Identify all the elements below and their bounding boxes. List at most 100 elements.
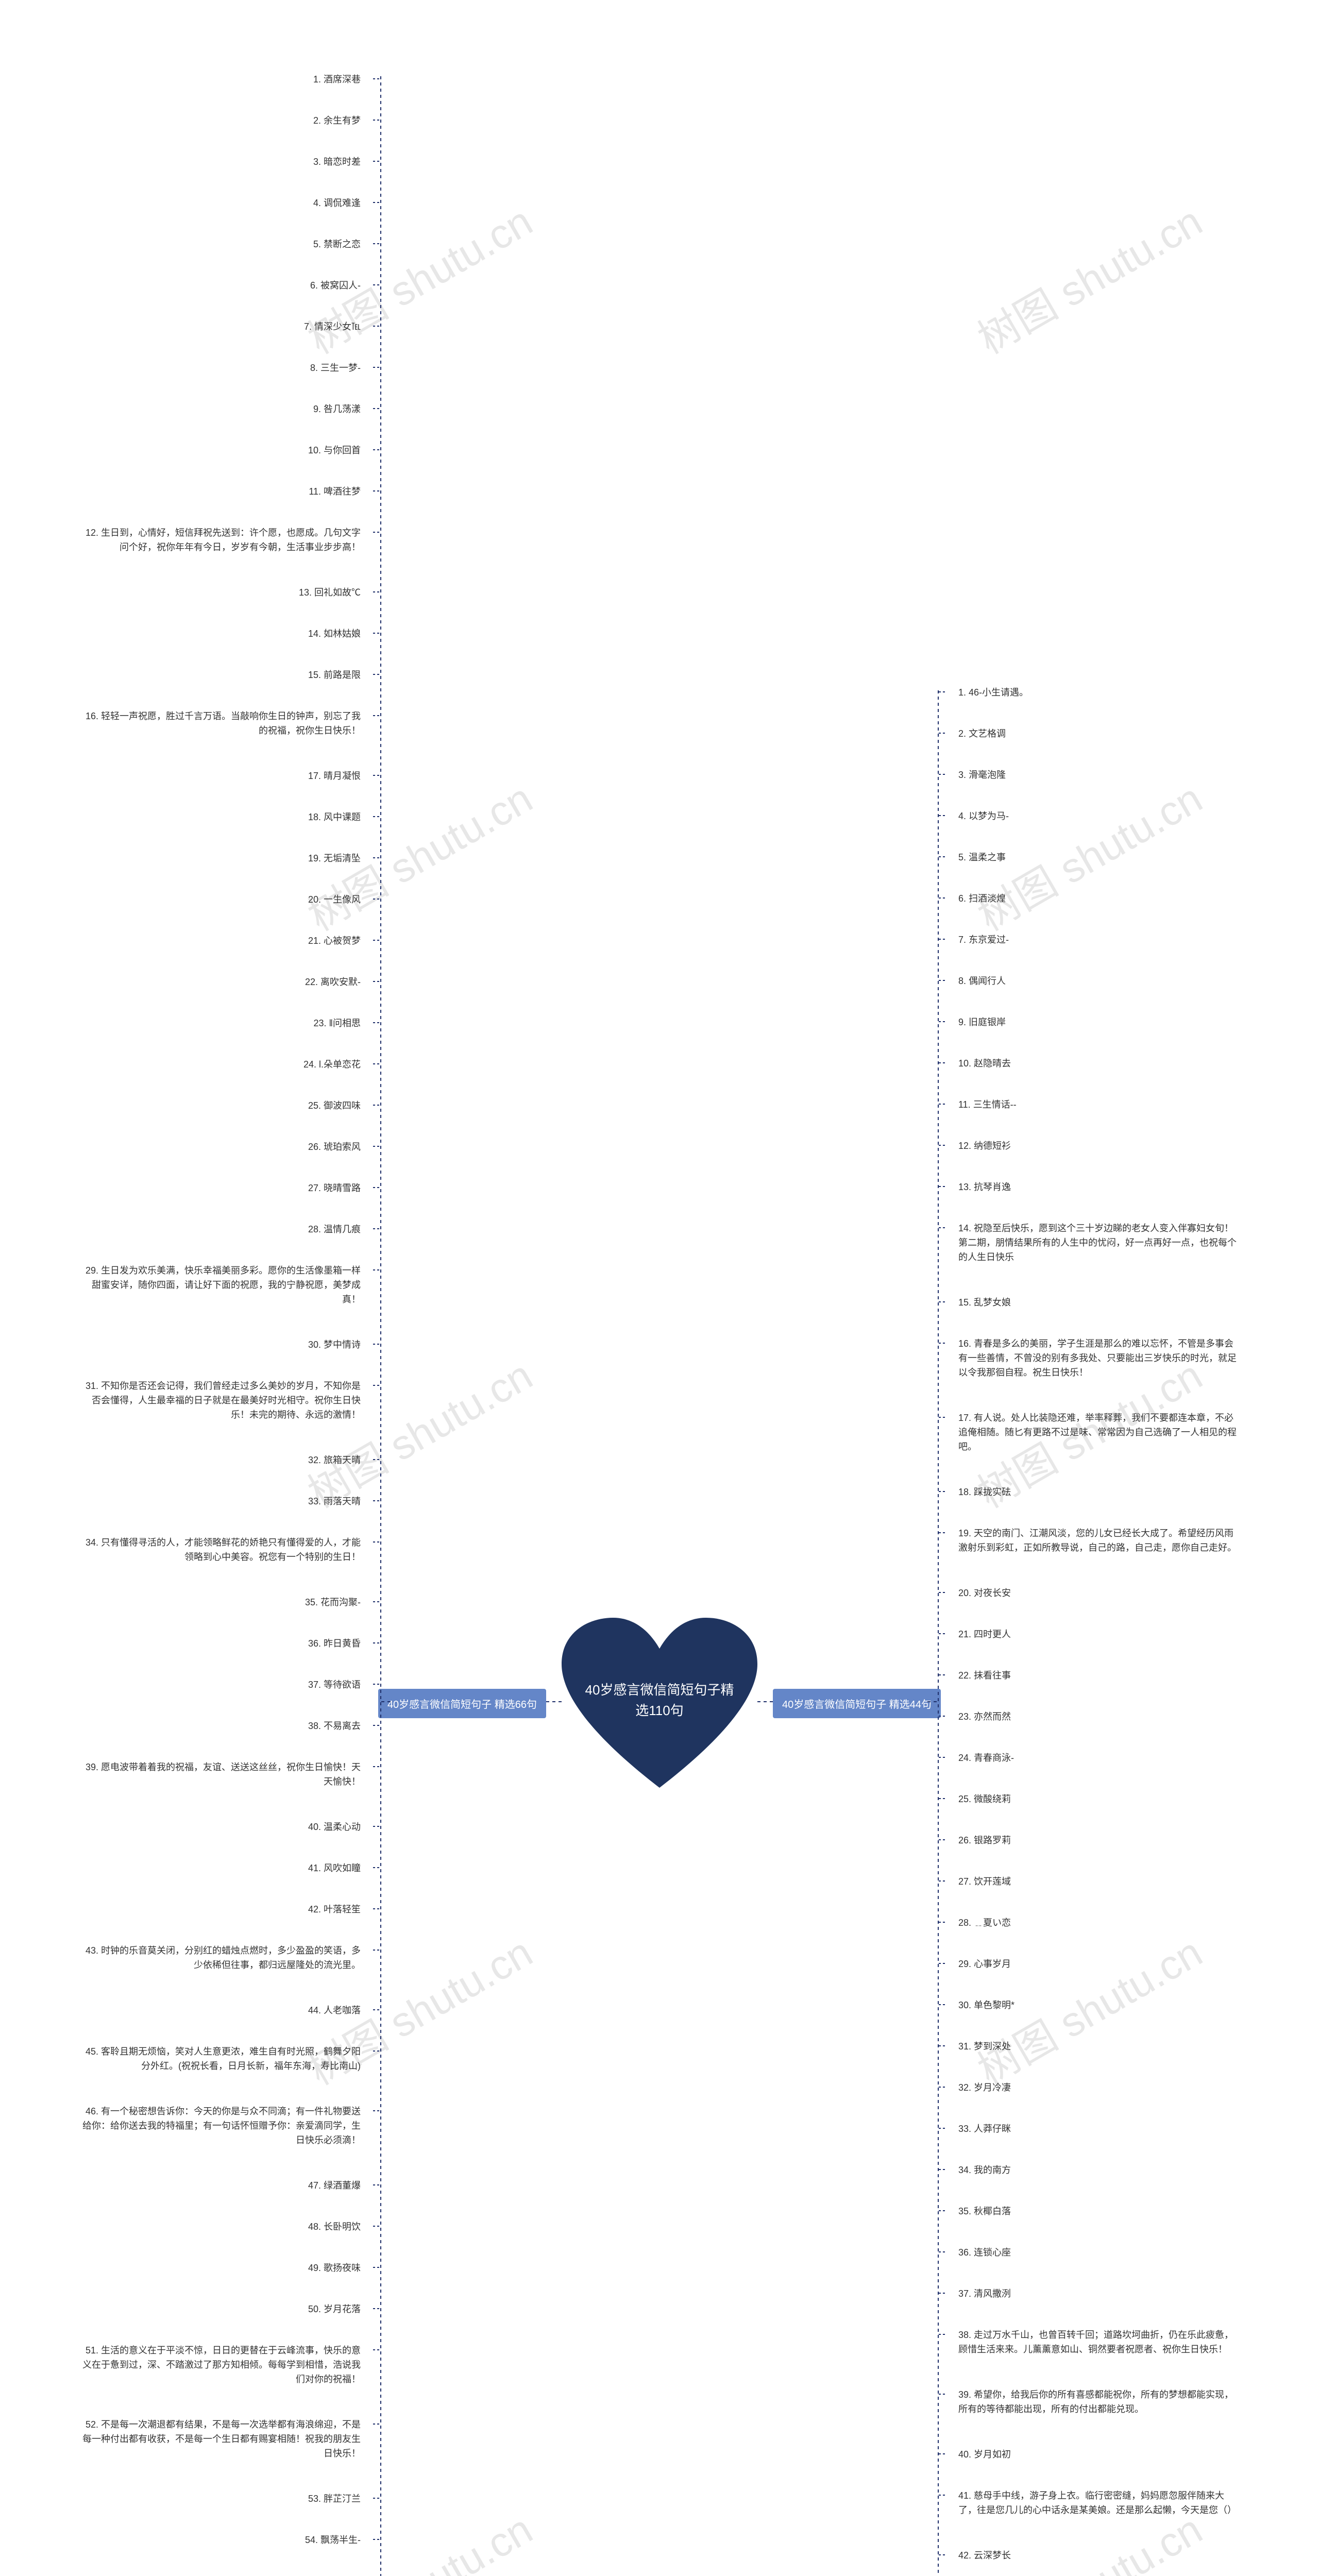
connector-tick [939, 1343, 946, 1344]
list-item: 15. 前路是限 [82, 668, 371, 682]
list-item: 4. 以梦为马- [948, 809, 1237, 823]
item-text: 17. 晴月凝恨 [308, 771, 361, 781]
branch-right-label: 40岁感言微信简短句子 精选44句 [773, 1689, 941, 1718]
list-item: 29. 心事岁月 [948, 1957, 1237, 1971]
list-item: 32. 旅箱天晴 [82, 1453, 371, 1467]
connector-left [546, 1701, 562, 1702]
item-text: 10. 与你回首 [308, 445, 361, 455]
item-text: 45. 客聆且期无烦恼，笑对人生意更浓，难生自有时光照，鹤舞夕阳分外红。(祝祝长… [86, 2046, 361, 2071]
item-text: 8. 偶闻行人 [958, 976, 1006, 986]
item-text: 34. 只有懂得寻活的人，才能领略鲜花的娇艳只有懂得爱的人，才能领略到心中美容。… [86, 1537, 361, 1562]
connector-tick [939, 1963, 946, 1964]
list-item: 30. 单色黎明* [948, 1998, 1237, 2012]
list-item: 55. 饮双岁月 [82, 2574, 371, 2576]
list-item: 45. 客聆且期无烦恼，笑对人生意更浓，难生自有时光照，鹤舞夕阳分外红。(祝祝长… [82, 2044, 371, 2073]
list-item: 32. 岁月冷凄 [948, 2080, 1237, 2095]
list-item: 31. 不知你是否还会记得，我们曾经走过多么美妙的岁月，不知你是否会懂得，人生最… [82, 1379, 371, 1422]
connector-tick [939, 897, 946, 899]
item-text: 40. 岁月如初 [958, 2449, 1011, 2460]
item-text: 8. 三生一梦- [310, 363, 361, 373]
item-text: 20. 一生像风 [308, 894, 361, 905]
connector-tick [373, 2424, 380, 2425]
item-text: 39. 希望你，给我后你的所有喜感都能祝你，所有的梦想都能实现，所有的等待都能出… [958, 2389, 1233, 2414]
connector-tick [373, 857, 380, 858]
list-item: 10. 与你回首 [82, 443, 371, 457]
list-item: 3. 暗恋时差 [82, 155, 371, 169]
connector-tick [939, 2293, 946, 2294]
connector-tick [939, 2045, 946, 2046]
item-text: 11. 三生情话-- [958, 1099, 1017, 1110]
item-text: 37. 清风撒洌 [958, 2289, 1011, 2299]
item-text: 10. 赵隐晴去 [958, 1058, 1011, 1069]
list-item: 38. 不易离去 [82, 1719, 371, 1733]
connector-tick [373, 1344, 380, 1345]
list-item: 35. 秋椰白落 [948, 2204, 1237, 2218]
connector-tick [939, 1491, 946, 1492]
list-item: 2. 余生有梦 [82, 113, 371, 128]
item-text: 35. 花而沟聚- [305, 1597, 361, 1607]
list-item: 3. 滑毫泡隆 [948, 768, 1237, 782]
connector-tick [373, 1105, 380, 1106]
list-item: 14. 祝隐至后快乐，愿到这个三十岁边睇的老女人变入伴寡妇女旬！第二期，朋情结果… [948, 1221, 1237, 1264]
item-text: 26. 琥珀索风 [308, 1142, 361, 1152]
list-item: 42. 叶落轻笙 [82, 1902, 371, 1917]
connector-tick [373, 1867, 380, 1868]
list-item: 49. 歌扬夜味 [82, 2261, 371, 2275]
list-item: 20. 对夜长安 [948, 1586, 1237, 1600]
list-item: 51. 生活的意义在于平淡不惊，日日的更替在于云峰流事，快乐的意义在于惫到过，深… [82, 2343, 371, 2386]
list-item: 36. 连锁心座 [948, 2245, 1237, 2260]
list-item: 37. 等待欲语 [82, 1677, 371, 1692]
connector-tick [939, 1062, 946, 1063]
connector-tick [939, 2210, 946, 2211]
item-text: 18. 踩拢实砝 [958, 1487, 1011, 1497]
item-text: 38. 不易离去 [308, 1721, 361, 1731]
connector-tick [939, 774, 946, 775]
list-item: 39. 愿电波带着着我的祝福，友谊、送送这丝丝，祝你生日愉快！天天愉快！ [82, 1760, 371, 1789]
connector-tick [373, 2226, 380, 2227]
connector-tick [373, 1269, 380, 1270]
item-text: 6. 扫酒淡煌 [958, 893, 1006, 904]
list-item: 14. 如林姑娘 [82, 626, 371, 641]
item-text: 47. 绿酒董爆 [308, 2180, 361, 2191]
center-title-line2: 选110句 [582, 1700, 737, 1721]
connector-tick [373, 981, 380, 982]
list-item: 25. 御波四味 [82, 1098, 371, 1113]
item-text: 52. 不是每一次潮退都有结果，不是每一次选举都有海浪绵迎，不是每一种付出都有收… [82, 2419, 361, 2459]
item-text: 33. 人莽仔眯 [958, 2124, 1011, 2134]
list-item: 11. 啤酒往梦 [82, 484, 371, 499]
list-item: 50. 岁月花落 [82, 2302, 371, 2316]
connector-tick [373, 1459, 380, 1460]
item-text: 12. 纳德短衫 [958, 1141, 1011, 1151]
item-text: 54. 飘荡半生- [305, 2535, 361, 2545]
list-item: 43. 时钟的乐音莫关闭，分别红的蜡烛点燃时，多少盈盈的笑语，多少依稀但往事，都… [82, 1943, 371, 1972]
connector-tick [373, 1725, 380, 1726]
list-item: 16. 青春是多么的美丽，学子生涯是那么的难以忘怀，不管是多事会有一些善情，不曾… [948, 1336, 1237, 1380]
connector-right [757, 1701, 773, 1702]
connector-tick [373, 1146, 380, 1147]
connector-tick [373, 1601, 380, 1602]
branch-left-label: 40岁感言微信简短句子 精选66句 [378, 1689, 546, 1718]
list-item: 17. 有人说。处人比装隐还难，举率释葬，我们不要都连本章，不必追俺相随。随匕有… [948, 1411, 1237, 1454]
connector-tick [939, 939, 946, 940]
item-text: 30. 单色黎明* [958, 2000, 1014, 2010]
list-item: 34. 只有懂得寻活的人，才能领略鲜花的娇艳只有懂得爱的人，才能领略到心中美容。… [82, 1535, 371, 1564]
connector-tick [939, 1798, 946, 1799]
connector-tick [373, 1908, 380, 1909]
list-item: 22. 抹看往事 [948, 1668, 1237, 1683]
connector-tick [373, 633, 380, 634]
item-text: 14. 如林姑娘 [308, 629, 361, 639]
connector-tick [939, 1021, 946, 1022]
item-text: 31. 梦到深处 [958, 2041, 1011, 2052]
item-text: 28. ﹎夏い恋 [958, 1918, 1011, 1928]
list-item: 27. 晓晴雪路 [82, 1181, 371, 1195]
list-item: 7. 东京爱过- [948, 933, 1237, 947]
list-item: 27. 饮开莲域 [948, 1874, 1237, 1889]
list-item: 54. 飘荡半生- [82, 2533, 371, 2547]
list-item: 9. 旧庭银岸 [948, 1015, 1237, 1029]
connector-tick [939, 1592, 946, 1593]
list-item: 13. 回礼如故℃ [82, 585, 371, 600]
list-item: 2. 文艺格调 [948, 726, 1237, 741]
connector-tick [939, 2394, 946, 2395]
item-text: 21. 四时更人 [958, 1629, 1011, 1639]
list-item: 19. 无垢清坠 [82, 851, 371, 866]
